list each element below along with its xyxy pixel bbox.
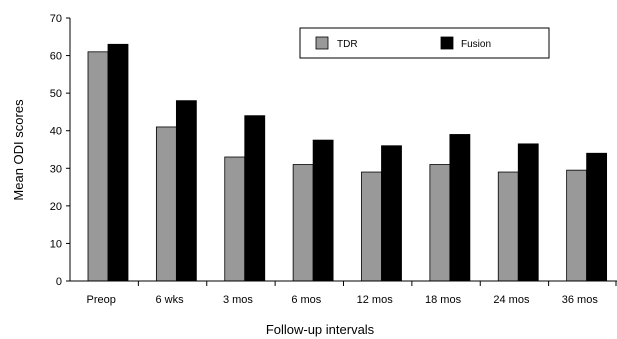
bar-fusion-6-mos xyxy=(312,139,334,282)
legend: TDR Fusion xyxy=(299,27,550,59)
legend-box xyxy=(299,27,550,59)
bar-fusion-preop xyxy=(107,43,129,282)
y-tick-label: 30 xyxy=(50,163,62,175)
legend-label-fusion: Fusion xyxy=(461,39,491,50)
legend-swatch-tdr xyxy=(315,36,329,50)
y-tick-label: 10 xyxy=(50,238,62,250)
bar-tdr-36-mos xyxy=(566,169,588,282)
x-tick-label: 12 mos xyxy=(357,294,394,306)
y-tick-label: 0 xyxy=(56,276,62,288)
y-ticks-layer: 0 10 20 30 40 50 60 70 xyxy=(50,13,70,288)
bar-tdr-6-wks xyxy=(155,126,177,282)
bar-tdr-3-mos xyxy=(224,156,246,282)
x-tick-label: 24 mos xyxy=(493,294,530,306)
x-tick-label: 6 wks xyxy=(156,294,185,306)
bar-tdr-preop xyxy=(87,51,109,282)
y-tick-label: 70 xyxy=(50,13,62,25)
x-tick-label: 18 mos xyxy=(425,294,462,306)
legend-label-tdr: TDR xyxy=(337,39,358,50)
legend-swatch-fusion xyxy=(440,36,454,50)
x-tick-label: 6 mos xyxy=(291,294,321,306)
x-tick-label: 36 mos xyxy=(562,294,599,306)
bar-fusion-3-mos xyxy=(244,115,266,282)
y-axis-title: Mean ODI scores xyxy=(11,99,26,201)
bar-fusion-6-wks xyxy=(175,100,197,282)
x-axis-title: Follow-up intervals xyxy=(266,322,375,337)
x-tick-label: 3 mos xyxy=(223,294,253,306)
bar-tdr-12-mos xyxy=(361,171,382,282)
bar-fusion-18-mos xyxy=(449,134,471,282)
bar-fusion-12-mos xyxy=(381,145,402,282)
bar-tdr-18-mos xyxy=(429,164,451,282)
bar-fusion-36-mos xyxy=(586,152,608,282)
bar-tdr-24-mos xyxy=(497,171,519,282)
y-tick-label: 50 xyxy=(50,88,62,100)
bar-tdr-6-mos xyxy=(292,164,314,282)
x-tick-label: Preop xyxy=(87,294,116,306)
bar-fusion-24-mos xyxy=(517,143,539,282)
x-ticks-layer: Preop 6 wks 3 mos 6 mos 12 mos 18 mos 24 mos 36… xyxy=(87,281,617,306)
y-tick-label: 40 xyxy=(50,126,62,138)
y-tick-label: 60 xyxy=(50,51,62,63)
bars-layer xyxy=(87,43,608,282)
y-tick-label: 20 xyxy=(50,201,62,213)
